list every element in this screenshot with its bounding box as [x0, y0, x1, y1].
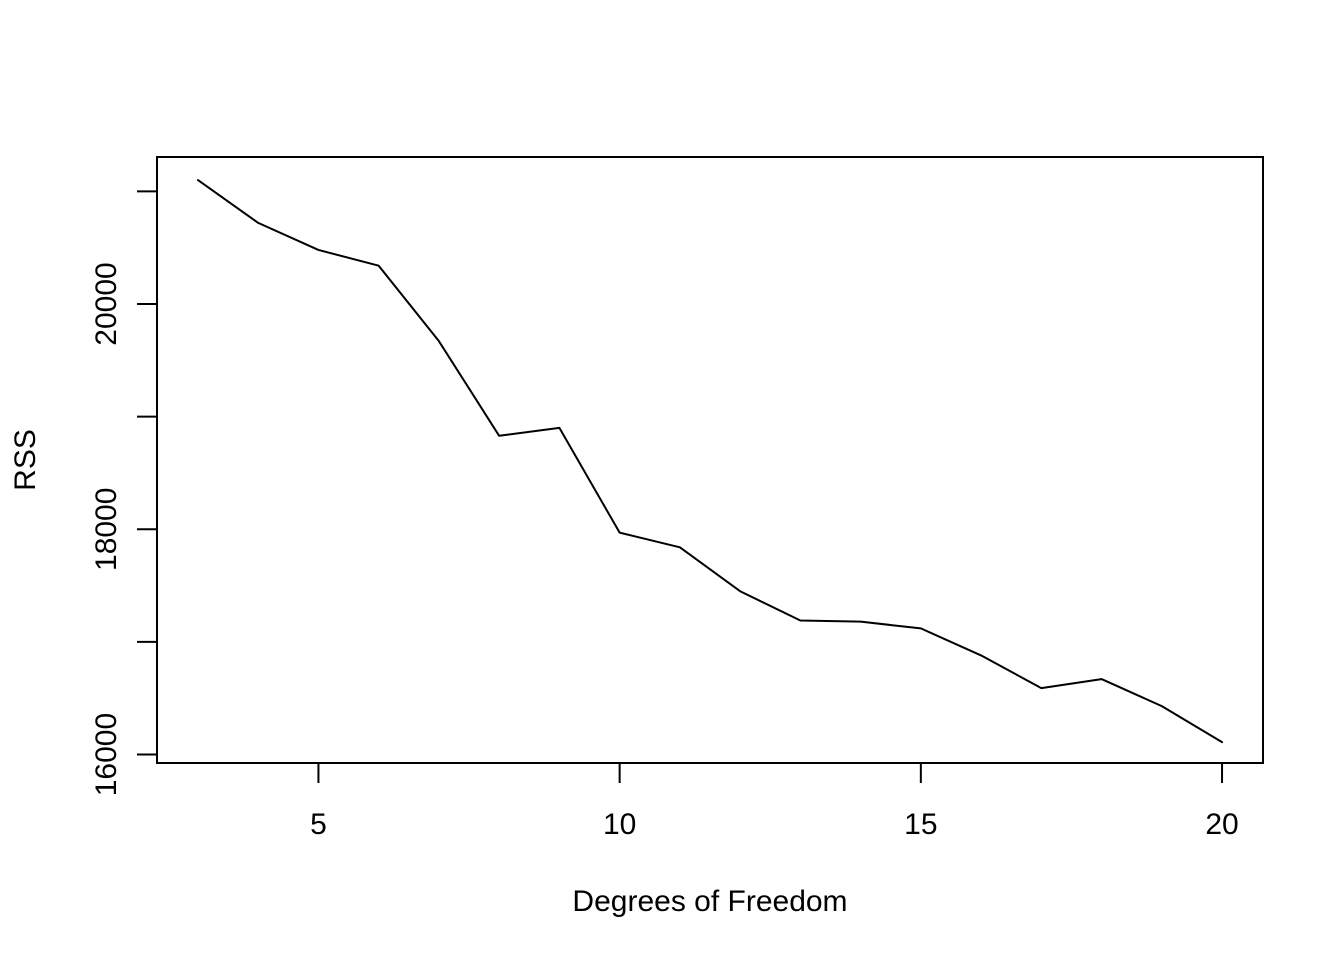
- labels-layer: Degrees of Freedom RSS: [9, 429, 848, 918]
- y-tick-label-20000: 20000: [90, 262, 123, 345]
- plot-frame: [156, 156, 1264, 764]
- x-tick-label-5: 5: [310, 808, 327, 841]
- axes-layer: 5 10 15 20 16000 18000 20000: [90, 156, 1264, 841]
- y-axis-label: RSS: [9, 429, 42, 491]
- x-axis-label: Degrees of Freedom: [572, 885, 847, 918]
- x-tick-label-15: 15: [904, 808, 937, 841]
- x-tick-label-10: 10: [603, 808, 636, 841]
- x-tick-label-20: 20: [1205, 808, 1238, 841]
- series-layer: [196, 179, 1224, 744]
- y-tick-label-16000: 16000: [90, 713, 123, 796]
- series-line-0: [196, 179, 1224, 744]
- y-tick-label-18000: 18000: [90, 488, 123, 571]
